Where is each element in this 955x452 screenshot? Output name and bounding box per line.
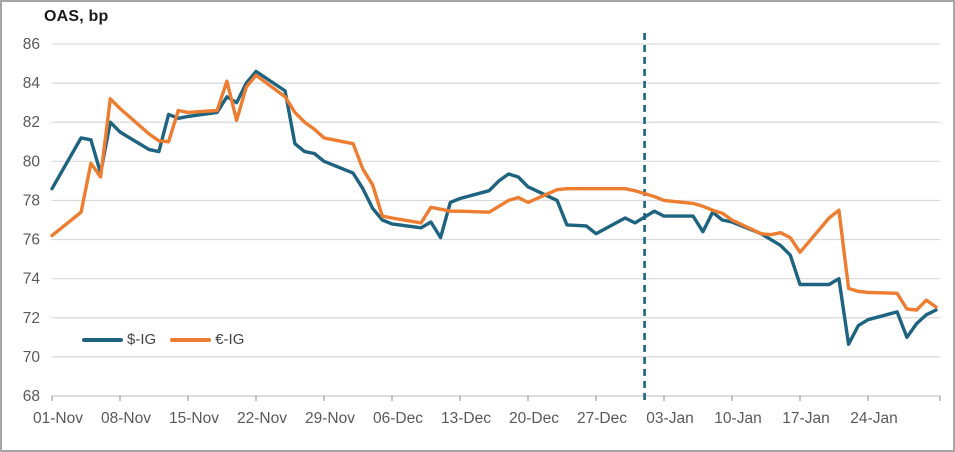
usd-ig-line-swatch [82, 337, 123, 342]
eur-ig-line-swatch [170, 337, 212, 342]
y-tick-label: 72 [23, 310, 40, 327]
y-tick-label: 86 [23, 36, 40, 53]
x-tick-label: 03-Jan [646, 410, 693, 427]
y-tick-label: 84 [23, 75, 41, 92]
legend-item-usd-ig: $-IG [82, 331, 156, 348]
y-tick-label: 80 [23, 153, 41, 170]
y-tick-label: 70 [23, 349, 41, 366]
x-tick-label: 13-Dec [441, 410, 491, 427]
x-tick-label: 29-Nov [305, 410, 355, 427]
series-line-usd-ig [50, 69, 938, 346]
y-tick-label: 78 [23, 192, 40, 209]
y-tick-label: 74 [23, 271, 41, 288]
usd-ig-legend-label: $-IG [127, 331, 157, 348]
x-tick-label: 22-Nov [237, 410, 287, 427]
legend-item-eur-ig: €-IG [170, 331, 244, 348]
chart-legend: $-IG €-IG [82, 331, 244, 348]
x-tick-label: 08-Nov [101, 410, 151, 427]
x-tick-label: 24-Jan [850, 410, 897, 427]
x-tick-label: 20-Dec [509, 410, 559, 427]
chart-title: OAS, bp [44, 8, 109, 25]
x-tick-label: 15-Nov [169, 410, 219, 427]
eur-ig-legend-label: €-IG [215, 331, 245, 348]
y-tick-label: 68 [23, 388, 40, 405]
x-tick-label: 17-Jan [782, 410, 829, 427]
x-tick-label: 27-Dec [577, 410, 627, 427]
x-tick-label: 01-Nov [33, 410, 83, 427]
y-tick-label: 76 [23, 232, 40, 249]
x-tick-label: 10-Jan [714, 410, 761, 427]
y-tick-label: 82 [23, 114, 40, 131]
series-line-eur-ig [50, 73, 938, 312]
x-tick-label: 06-Dec [373, 410, 423, 427]
